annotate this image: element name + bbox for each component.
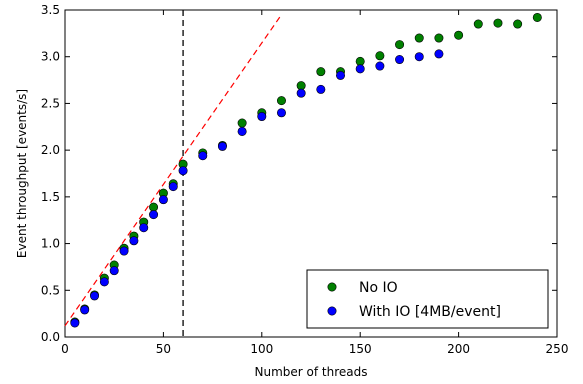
plot-frame xyxy=(64,9,558,338)
reference-lines xyxy=(64,10,282,337)
data-point-series-1 xyxy=(414,33,424,43)
x-axis-ticks: 0 50 100 150 200 250 xyxy=(61,10,568,356)
legend-label: With IO [4MB/event] xyxy=(359,304,501,320)
data-point-series-2 xyxy=(257,112,267,122)
legend-label: No IO xyxy=(359,280,398,296)
data-point-series-1 xyxy=(454,30,464,40)
data-point-series-2 xyxy=(158,195,168,205)
data-point-series-1 xyxy=(395,40,405,50)
linear-fit-line xyxy=(64,14,282,327)
data-point-series-1 xyxy=(493,18,503,28)
x-tick-label: 150 xyxy=(349,342,372,356)
data-point-series-1 xyxy=(237,118,247,128)
data-point-series-2 xyxy=(395,55,405,65)
y-tick-label: 2.5 xyxy=(41,96,60,110)
data-point-series-2 xyxy=(375,61,385,71)
data-point-series-1 xyxy=(434,33,444,43)
legend: No IO With IO [4MB/event] xyxy=(306,269,549,329)
data-point-series-2 xyxy=(178,166,188,176)
data-point-series-1 xyxy=(355,56,365,66)
data-point-series-2 xyxy=(355,64,365,74)
data-point-series-2 xyxy=(80,305,90,315)
data-point-series-2 xyxy=(129,236,139,246)
data-point-series-1 xyxy=(149,202,159,212)
data-points xyxy=(70,12,542,328)
y-tick-label: 3.5 xyxy=(41,3,60,17)
data-point-series-2 xyxy=(414,52,424,62)
legend-marker xyxy=(327,306,337,316)
data-point-series-2 xyxy=(139,223,149,233)
y-tick-label: 2.0 xyxy=(41,143,60,157)
x-tick-label: 100 xyxy=(250,342,273,356)
x-tick-label: 200 xyxy=(447,342,470,356)
legend-marker xyxy=(327,282,337,292)
y-tick-label: 0.5 xyxy=(41,283,60,297)
data-point-series-2 xyxy=(276,108,286,118)
data-point-series-2 xyxy=(198,151,208,161)
data-point-series-2 xyxy=(237,126,247,136)
data-point-series-2 xyxy=(434,49,444,59)
y-tick-label: 3.0 xyxy=(41,50,60,64)
legend-box xyxy=(306,269,549,329)
data-point-series-2 xyxy=(316,84,326,94)
y-axis-ticks: 0.0 0.5 1.0 1.5 2.0 2.5 3.0 3.5 xyxy=(41,3,557,344)
data-point-series-1 xyxy=(532,12,542,22)
data-point-series-2 xyxy=(296,88,306,98)
data-point-series-2 xyxy=(70,318,80,328)
data-point-series-2 xyxy=(109,266,119,276)
x-axis-label: Number of threads xyxy=(255,365,368,379)
y-axis-label: Event throughput [events/s] xyxy=(15,89,29,258)
data-point-series-2 xyxy=(90,291,100,301)
data-point-series-2 xyxy=(168,182,178,192)
data-point-series-2 xyxy=(149,210,159,220)
data-point-series-2 xyxy=(99,277,109,287)
data-point-series-2 xyxy=(119,246,129,256)
data-point-series-1 xyxy=(375,51,385,61)
data-point-series-1 xyxy=(513,19,523,29)
data-point-series-2 xyxy=(217,141,227,151)
data-point-series-2 xyxy=(336,70,346,80)
y-tick-label: 1.0 xyxy=(41,237,60,251)
x-tick-label: 0 xyxy=(61,342,69,356)
y-tick-label: 0.0 xyxy=(41,330,60,344)
y-tick-label: 1.5 xyxy=(41,190,60,204)
x-tick-label: 250 xyxy=(546,342,569,356)
data-point-series-1 xyxy=(473,19,483,29)
data-point-series-1 xyxy=(276,96,286,106)
x-tick-label: 50 xyxy=(156,342,171,356)
data-point-series-1 xyxy=(316,67,326,77)
data-point-series-1 xyxy=(296,81,306,91)
